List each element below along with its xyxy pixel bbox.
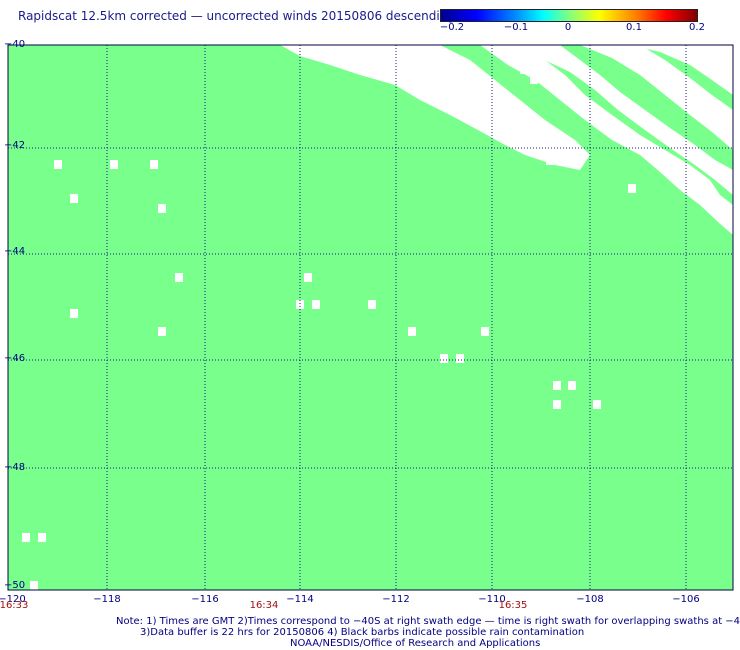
- no-data-cell: [530, 75, 538, 84]
- note-line-2: 3)Data buffer is 22 hrs for 20150806 4) …: [140, 627, 585, 638]
- credit-line: NOAA/NESDIS/Office of Research and Appli…: [290, 638, 541, 649]
- lon-label: −120: [0, 594, 26, 605]
- note-line-1: Note: 1) Times are GMT 2)Times correspon…: [116, 616, 740, 627]
- map-frame: [7, 44, 734, 591]
- no-data-cell: [440, 354, 448, 363]
- no-data-cell: [54, 160, 62, 169]
- lon-label: −114: [286, 594, 314, 605]
- lon-label: −112: [382, 594, 410, 605]
- time-label: 16:35: [498, 600, 528, 611]
- no-data-cell: [456, 354, 464, 363]
- time-label: 16:33: [0, 600, 29, 611]
- colorbar: [440, 9, 698, 22]
- lon-label: −106: [672, 594, 700, 605]
- lat-label: −42: [4, 140, 26, 151]
- no-data-cell: [158, 327, 166, 336]
- no-data-cell: [110, 160, 118, 169]
- lon-label: −116: [191, 594, 219, 605]
- lat-label: −46: [4, 353, 26, 364]
- no-data-cell: [158, 204, 166, 213]
- lon-label: −118: [93, 594, 121, 605]
- no-data-cell: [408, 327, 416, 336]
- no-data-cell: [690, 186, 698, 195]
- no-data-swath-gap: [580, 45, 733, 150]
- no-data-region: [22, 45, 733, 590]
- no-data-cell: [546, 156, 554, 165]
- no-data-cell: [175, 273, 183, 282]
- map-title: Rapidscat 12.5km corrected — uncorrected…: [18, 9, 455, 23]
- graticule: [8, 45, 733, 590]
- no-data-cell: [312, 300, 320, 309]
- lat-label: −48: [4, 462, 26, 473]
- no-data-cell: [70, 194, 78, 203]
- no-data-cell: [30, 581, 38, 590]
- no-data-cell: [568, 381, 576, 390]
- no-data-cell: [296, 300, 304, 309]
- lat-label: −50: [4, 580, 26, 591]
- no-data-swath-gap: [280, 45, 590, 170]
- no-data-cell: [628, 184, 636, 193]
- time-label: 16:34: [249, 600, 279, 611]
- no-data-cell: [520, 65, 528, 74]
- colorbar-tick: −0.2: [439, 22, 465, 33]
- no-data-cell: [593, 400, 601, 409]
- no-data-cell: [368, 300, 376, 309]
- no-data-cell: [22, 533, 30, 542]
- no-data-cell: [553, 400, 561, 409]
- no-data-swath-gap: [630, 45, 733, 95]
- no-data-cell: [553, 381, 561, 390]
- colorbar-tick: 0.2: [689, 22, 705, 33]
- no-data-cell: [481, 327, 489, 336]
- no-data-cell: [38, 533, 46, 542]
- lat-label: −44: [4, 246, 26, 257]
- colorbar-tick: −0.1: [503, 22, 529, 33]
- colorbar-tick: 0.1: [626, 22, 642, 33]
- no-data-cell: [70, 309, 78, 318]
- lon-label: −110: [478, 594, 506, 605]
- no-data-cell: [150, 160, 158, 169]
- lat-label: −40: [4, 39, 26, 50]
- lon-label: −108: [576, 594, 604, 605]
- no-data-cell: [304, 273, 312, 282]
- colorbar-tick: 0: [564, 22, 572, 33]
